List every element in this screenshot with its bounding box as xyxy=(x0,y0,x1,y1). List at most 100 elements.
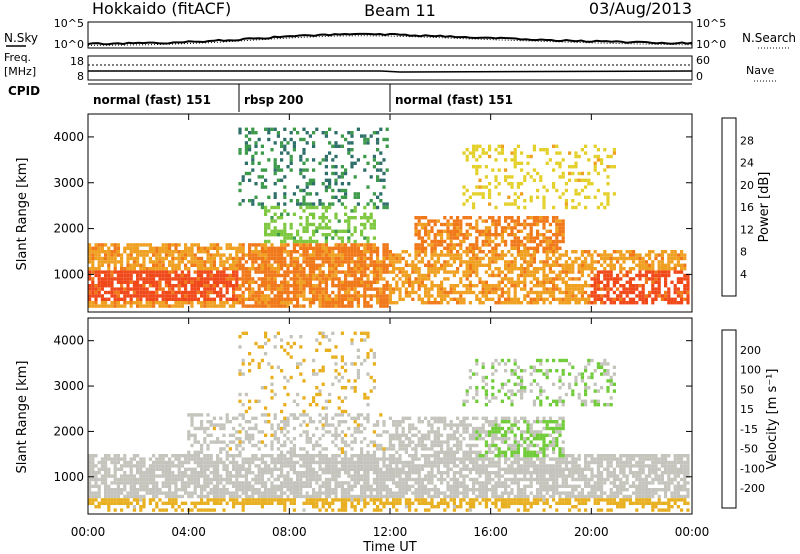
heatmap-cell xyxy=(340,284,344,288)
heatmap-cell xyxy=(267,256,271,261)
heatmap-cell xyxy=(315,491,319,495)
heatmap-cell xyxy=(180,280,184,284)
heatmap-cell xyxy=(558,165,562,169)
heatmap-cell xyxy=(276,131,280,135)
heatmap-cell xyxy=(350,477,354,482)
heatmap-cell xyxy=(539,294,543,298)
heatmap-cell xyxy=(107,471,111,475)
heatmap-cell xyxy=(494,301,498,305)
heatmap-cell xyxy=(504,277,508,281)
heatmap-cell xyxy=(644,270,648,274)
heatmap-cell xyxy=(683,267,687,271)
heatmap-cell xyxy=(497,192,501,196)
heatmap-cell xyxy=(532,239,536,244)
heatmap-cell xyxy=(148,280,152,284)
heatmap-cell xyxy=(273,488,277,492)
heatmap-cell xyxy=(299,335,303,339)
heatmap-cell xyxy=(558,239,562,244)
heatmap-cell xyxy=(305,284,309,288)
heatmap-cell xyxy=(97,256,101,261)
heatmap-cell xyxy=(366,420,370,424)
heatmap-cell xyxy=(254,290,258,295)
heatmap-cell xyxy=(296,273,300,278)
heatmap-cell xyxy=(360,273,364,278)
heatmap-cell xyxy=(321,423,325,427)
heatmap-cell xyxy=(216,494,220,499)
heatmap-cell xyxy=(289,131,293,135)
heatmap-cell xyxy=(206,460,210,465)
heatmap-cell xyxy=(315,287,319,291)
heatmap-cell xyxy=(187,270,191,274)
heatmap-cell xyxy=(555,233,559,237)
heatmap-cell xyxy=(203,467,207,471)
heatmap-cell xyxy=(91,501,95,505)
heatmap-cell xyxy=(123,494,127,499)
heatmap-cell xyxy=(158,467,162,471)
heatmap-cell xyxy=(558,233,562,237)
heatmap-cell xyxy=(257,263,261,267)
heatmap-cell xyxy=(104,454,108,458)
heatmap-cell xyxy=(212,501,216,505)
heatmap-cell xyxy=(427,229,431,233)
heatmap-cell xyxy=(545,277,549,281)
heatmap-cell xyxy=(225,256,229,261)
heatmap-cell xyxy=(472,151,476,155)
heatmap-cell xyxy=(174,256,178,261)
heatmap-cell xyxy=(657,287,661,291)
heatmap-cell xyxy=(152,498,156,502)
heatmap-cell xyxy=(289,301,293,305)
heatmap-cell xyxy=(388,301,392,305)
heatmap-cell xyxy=(100,246,104,250)
heatmap-cell xyxy=(235,277,239,281)
heatmap-cell xyxy=(241,301,245,305)
heatmap-cell xyxy=(497,222,501,227)
heatmap-cell xyxy=(113,467,117,471)
heatmap-cell xyxy=(270,205,274,210)
heatmap-cell xyxy=(312,182,316,186)
heatmap-cell xyxy=(273,219,277,223)
heatmap-cell xyxy=(196,460,200,465)
heatmap-cell xyxy=(347,481,351,485)
heatmap-cell xyxy=(478,154,482,159)
heatmap-cell xyxy=(328,277,332,281)
heatmap-cell xyxy=(155,284,159,288)
heatmap-cell xyxy=(328,392,332,397)
heatmap-cell xyxy=(680,301,684,305)
heatmap-cell xyxy=(369,256,373,261)
heatmap-cell xyxy=(324,464,328,468)
heatmap-cell xyxy=(484,297,488,301)
heatmap-cell xyxy=(120,488,124,492)
heatmap-cell xyxy=(321,365,325,369)
heatmap-cell xyxy=(616,250,620,254)
heatmap-cell xyxy=(123,488,127,492)
heatmap-cell xyxy=(212,477,216,482)
heatmap-cell xyxy=(235,494,239,499)
heatmap-cell xyxy=(299,284,303,288)
heatmap-cell xyxy=(174,481,178,485)
heatmap-cell xyxy=(651,297,655,301)
heatmap-cell xyxy=(446,277,450,281)
heatmap-cell xyxy=(228,297,232,301)
heatmap-cell xyxy=(248,277,252,281)
heatmap-cell xyxy=(264,413,268,417)
heatmap-cell xyxy=(248,467,252,471)
heatmap-cell xyxy=(161,301,165,305)
heatmap-cell xyxy=(376,195,380,199)
heatmap-cell xyxy=(136,243,140,247)
heatmap-cell xyxy=(372,250,376,254)
heatmap-cell xyxy=(126,505,130,509)
heatmap-cell xyxy=(484,263,488,267)
heatmap-cell xyxy=(392,260,396,264)
heatmap-cell xyxy=(184,471,188,475)
heatmap-cell xyxy=(353,416,357,420)
heatmap-cell xyxy=(318,246,322,250)
heatmap-cell xyxy=(571,165,575,169)
heatmap-cell xyxy=(398,253,402,257)
heatmap-cell xyxy=(139,471,143,475)
heatmap-cell xyxy=(283,375,287,380)
heatmap-cell xyxy=(232,256,236,261)
heatmap-cell xyxy=(289,199,293,203)
heatmap-cell xyxy=(315,426,319,431)
heatmap-cell xyxy=(353,216,357,220)
heatmap-cell xyxy=(603,277,607,281)
